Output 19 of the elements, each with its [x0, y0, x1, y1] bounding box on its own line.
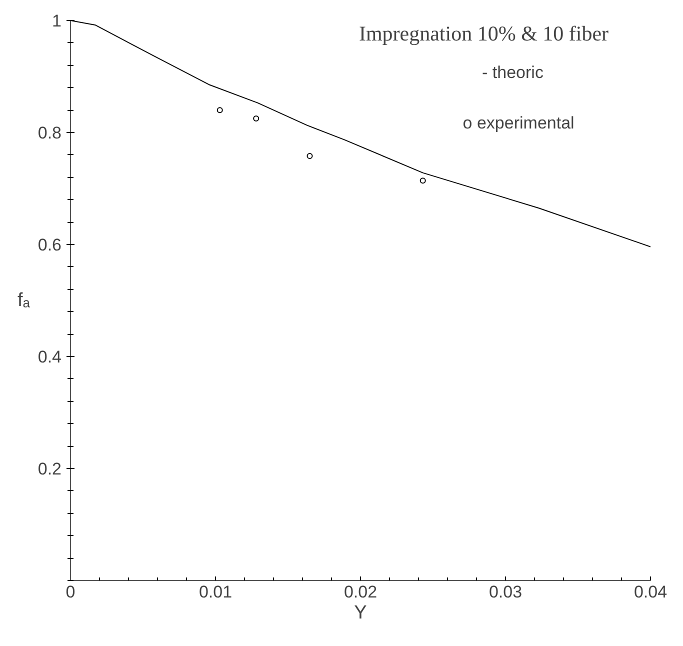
y-axis-title: fₐ	[18, 290, 31, 311]
y-tick-label: 0.4	[38, 348, 62, 366]
x-tick-label: 0.04	[634, 582, 668, 602]
annotation: - theoric	[482, 63, 544, 82]
y-tick-label: 0.2	[38, 460, 62, 478]
point	[420, 178, 426, 184]
point	[216, 107, 223, 114]
x-tick-label: 0.01	[198, 582, 232, 602]
x-tick-label: 0	[66, 582, 76, 602]
point	[253, 116, 260, 122]
point	[306, 153, 313, 160]
y-tick-label: 1	[52, 12, 62, 30]
annotation: o experimental	[462, 114, 574, 132]
x-tick-label: 0.02	[344, 582, 378, 602]
chart-title: Impregnation 10% & 10 fiber	[358, 22, 609, 46]
y-tick-label: 0.8	[38, 124, 62, 142]
y-tick-label: 0.6	[38, 236, 62, 254]
x-axis-title: Y	[354, 602, 368, 624]
x-tick-label: 0.03	[488, 582, 522, 602]
